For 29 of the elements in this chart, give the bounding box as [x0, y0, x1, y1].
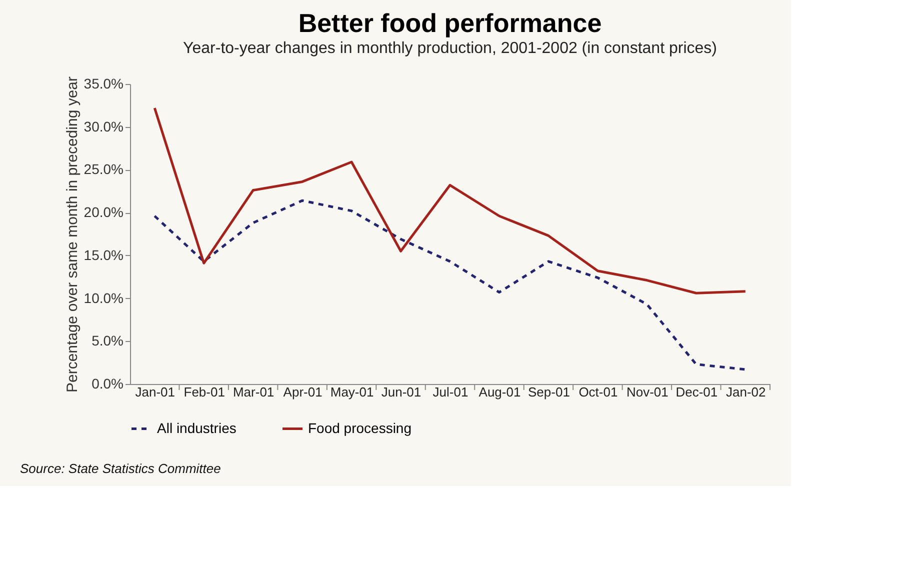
line-series: [153, 106, 747, 294]
x-tick-label: Apr-01: [283, 384, 322, 400]
x-tick-label: Jan-02: [726, 384, 766, 400]
x-tick-label: Mar-01: [232, 384, 274, 400]
x-tick-label: Jul-01: [432, 384, 468, 400]
y-axis-title: Percentage over same month in preceding year: [64, 76, 81, 393]
x-tick-label: Nov-01: [626, 384, 668, 400]
legend-label: Food processing: [308, 420, 412, 436]
legend-label: All industries: [157, 420, 236, 436]
y-tick-label: 0.0%: [92, 376, 124, 392]
x-tick-label: Jun-01: [381, 384, 422, 400]
line-series: [153, 199, 747, 371]
x-tick-label: Feb-01: [184, 384, 225, 400]
y-tick-label: 5.0%: [92, 332, 124, 349]
y-tick-label: 15.0%: [84, 246, 124, 263]
y-tick-label: 35.0%: [84, 76, 124, 92]
x-tick-label: Sep-01: [528, 384, 570, 400]
y-tick-label: 10.0%: [84, 290, 124, 306]
chart-subtitle: Year-to-year changes in monthly production, 2001-2002 (in constant prices): [183, 40, 717, 57]
source-note: Source: State Statistics Committee: [20, 461, 221, 476]
x-tick-label: Dec-01: [676, 384, 718, 400]
y-tick-label: 30.0%: [84, 118, 124, 134]
x-tick-label: Oct-01: [578, 384, 618, 400]
chart-title: Better food performance: [298, 8, 602, 38]
x-tick-label: May-01: [330, 384, 374, 400]
x-tick-label: Aug-01: [478, 384, 521, 400]
y-tick-label: 20.0%: [84, 204, 124, 220]
y-tick-label: 25.0%: [84, 161, 124, 178]
x-tick-label: Jan-01: [135, 384, 175, 400]
